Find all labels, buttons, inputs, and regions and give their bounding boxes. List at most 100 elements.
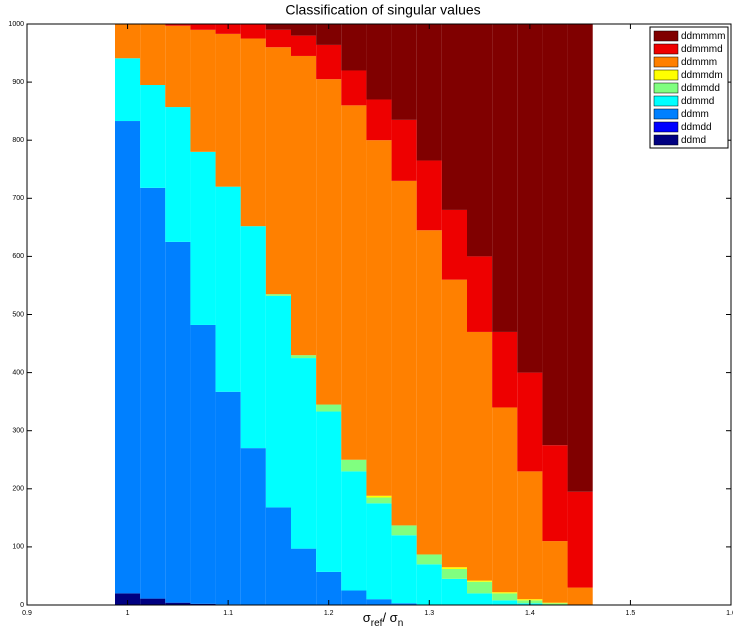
- legend-label: ddmdd: [681, 122, 712, 133]
- bar-segment: [140, 598, 166, 605]
- bar-segment: [542, 445, 568, 542]
- bar-segment: [115, 24, 141, 59]
- bar-segment: [391, 180, 417, 526]
- bar-segment: [316, 571, 342, 605]
- bar-segment: [567, 587, 593, 605]
- bar-segment: [517, 471, 543, 600]
- bar-segment: [542, 24, 568, 446]
- bar-segment: [517, 24, 543, 373]
- bar-segment: [441, 24, 467, 210]
- bar-segment: [467, 331, 493, 581]
- bar-segment: [441, 279, 467, 568]
- x-tick-label: 1.5: [626, 610, 636, 617]
- bar-segment: [165, 602, 191, 605]
- bar-segment: [416, 24, 442, 161]
- bar-segment: [291, 358, 317, 549]
- bar-segment: [441, 578, 467, 605]
- bar-segment: [341, 590, 367, 605]
- legend-label: ddmmmd: [681, 44, 723, 55]
- bar-segment: [240, 38, 266, 227]
- legend-swatch: [653, 82, 679, 94]
- legend-swatch: [653, 108, 679, 120]
- bar-segment: [441, 568, 467, 579]
- bar-segment: [542, 541, 568, 603]
- bar-segment: [165, 241, 191, 603]
- bar-segment: [240, 226, 266, 449]
- legend-swatch: [653, 43, 679, 55]
- bar-segment: [140, 85, 166, 188]
- bar-segment: [140, 24, 166, 86]
- x-tick-label: 1.2: [324, 610, 334, 617]
- bar-segment: [341, 24, 367, 71]
- bar-segment: [467, 581, 493, 594]
- bar-segment: [291, 24, 317, 36]
- x-tick-label: 1.3: [424, 610, 434, 617]
- bar-segment: [341, 70, 367, 106]
- bar-segment: [215, 33, 241, 187]
- legend-label: ddmmm: [681, 57, 717, 68]
- bar-segment: [467, 24, 493, 257]
- y-tick-label: 500: [12, 311, 24, 318]
- bar-segment: [115, 121, 141, 594]
- bar-segment: [542, 602, 568, 604]
- x-tick-label: 1.1: [223, 610, 233, 617]
- bar-segment: [391, 535, 417, 604]
- bar-segment: [492, 407, 518, 593]
- bar-segment: [517, 372, 543, 472]
- bar-segment: [492, 331, 518, 408]
- legend-swatch: [653, 56, 679, 68]
- legend-label: ddmd: [681, 135, 706, 146]
- bar-segment: [190, 29, 216, 152]
- y-tick-label: 200: [12, 486, 24, 493]
- bar-segment: [265, 507, 291, 605]
- bar-segment: [492, 600, 518, 605]
- y-tick-label: 400: [12, 369, 24, 376]
- bar-segment: [492, 593, 518, 601]
- bar-segment: [291, 548, 317, 605]
- bar-segment: [366, 24, 392, 100]
- bar-segment: [567, 24, 593, 492]
- x-tick-label: 0.9: [22, 610, 32, 617]
- legend-label: ddmmd: [681, 96, 714, 107]
- bar-segment: [265, 29, 291, 48]
- y-tick-label: 600: [12, 253, 24, 260]
- x-tick-label: 1.6: [726, 610, 733, 617]
- bar-segment: [291, 55, 317, 356]
- bar-segment: [467, 256, 493, 332]
- x-tick-label: 1: [126, 610, 130, 617]
- bar-segment: [316, 79, 342, 405]
- x-tick-label: 1.4: [525, 610, 535, 617]
- x-axis-label: σref/ σn: [363, 610, 404, 628]
- bar-segment: [341, 459, 367, 472]
- legend-label: ddmmmm: [681, 31, 725, 42]
- chart-title: Classification of singular values: [285, 2, 480, 18]
- bar-segment: [366, 599, 392, 605]
- legend-label: ddmmdd: [681, 83, 720, 94]
- bar-segment: [567, 491, 593, 588]
- bar-segment: [467, 580, 493, 582]
- x-label-part: n: [398, 618, 404, 629]
- bar-segment: [115, 593, 141, 605]
- bar-segment: [366, 503, 392, 600]
- bar-segment: [140, 187, 166, 599]
- bar-segment: [391, 119, 417, 181]
- bar-segment: [416, 554, 442, 565]
- bar-segment: [316, 404, 342, 412]
- bar-segment: [165, 25, 191, 108]
- bar-segment: [291, 355, 317, 359]
- x-label-part: ref: [371, 618, 383, 629]
- bar-segment: [291, 35, 317, 56]
- bar-segment: [341, 471, 367, 591]
- bar-segment: [240, 24, 266, 39]
- bar-segment: [265, 47, 291, 295]
- y-tick-label: 100: [12, 544, 24, 551]
- bar-segment: [517, 599, 543, 601]
- legend-swatch: [653, 69, 679, 81]
- bar-segment: [190, 151, 216, 325]
- bar-segment: [190, 603, 216, 605]
- bar-segment: [366, 140, 392, 496]
- bar-segment: [542, 603, 568, 605]
- bar-segment: [115, 58, 141, 122]
- x-label-part: / σ: [382, 610, 397, 625]
- y-tick-label: 800: [12, 137, 24, 144]
